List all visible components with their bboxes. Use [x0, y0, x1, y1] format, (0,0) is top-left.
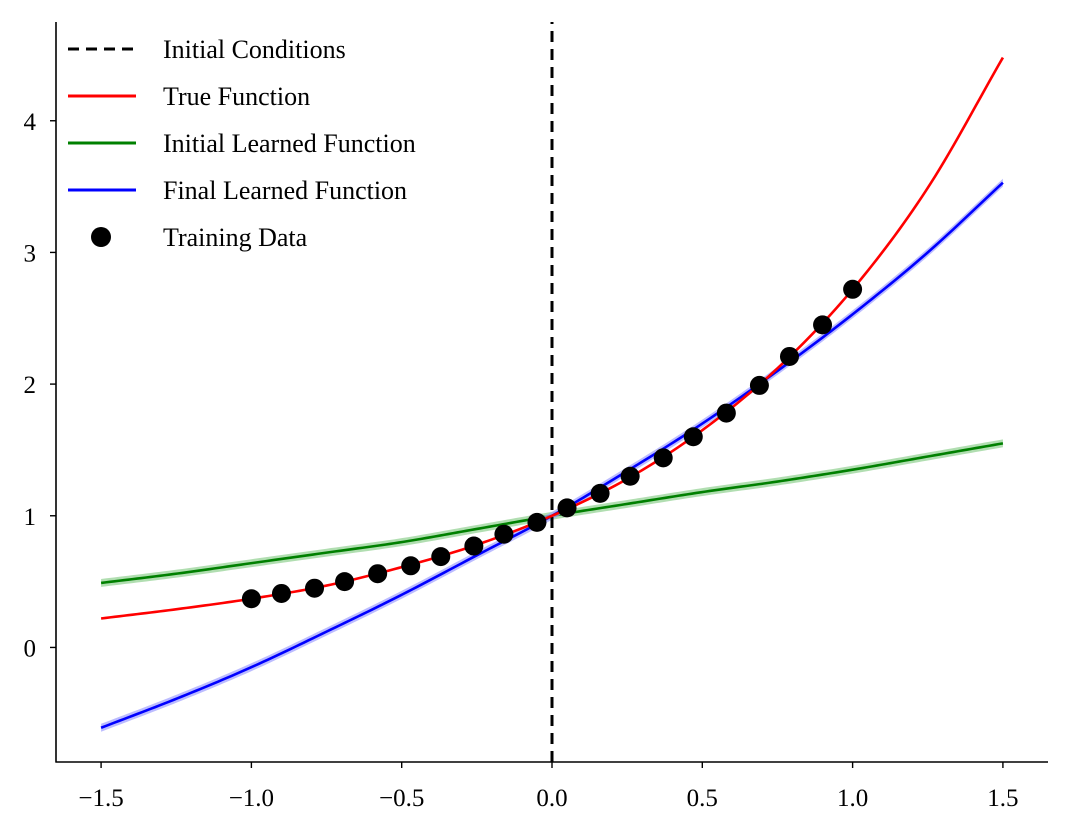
training-data-point [494, 524, 514, 544]
training-data-point [401, 556, 421, 576]
x-tick-label: 1.5 [987, 785, 1018, 812]
training-data-point [527, 512, 547, 532]
training-data-point [241, 589, 261, 609]
y-tick-label: 3 [24, 240, 37, 267]
training-data-point [305, 578, 325, 598]
training-data-point [779, 346, 799, 366]
training-data-point [368, 564, 388, 584]
axes: −1.5 −1.0 −0.5 0.0 0.5 1.0 1.5 0 1 2 3 4 [24, 22, 1048, 812]
training-data-point [431, 547, 451, 567]
training-data-point [620, 466, 640, 486]
training-data-point [813, 315, 833, 335]
legend-label-initial-conditions: Initial Conditions [163, 35, 346, 64]
legend-label-true-function: True Function [163, 82, 310, 111]
training-data-point [464, 536, 484, 556]
x-tick-label: −1.0 [229, 785, 274, 812]
plot-area [100, 22, 1005, 762]
x-tick-label: 0.5 [687, 785, 718, 812]
training-data-point [843, 279, 863, 299]
legend-label-initial-learned-function: Initial Learned Function [163, 129, 416, 158]
training-data-point [557, 498, 577, 518]
training-data-point [653, 448, 673, 468]
legend-label-training-data: Training Data [163, 223, 308, 252]
training-data-point [335, 572, 355, 592]
x-tick-label: 1.0 [837, 785, 868, 812]
y-tick-label: 0 [24, 635, 37, 662]
training-data-point [749, 375, 769, 395]
x-tick-label: −1.5 [78, 785, 123, 812]
y-tick-label: 4 [24, 109, 37, 136]
training-data-point [716, 403, 736, 423]
training-data-point [683, 427, 703, 447]
y-tick-label: 2 [24, 372, 37, 399]
y-tick-label: 1 [24, 504, 37, 531]
training-data-point [271, 583, 291, 603]
x-tick-label: −0.5 [379, 785, 424, 812]
legend-marker-training-data [91, 227, 111, 247]
x-tick-label: 0.0 [536, 785, 567, 812]
legend: Initial Conditions True Function Initial L… [68, 35, 416, 252]
legend-label-final-learned-function: Final Learned Function [163, 176, 407, 205]
training-data-point [590, 483, 610, 503]
